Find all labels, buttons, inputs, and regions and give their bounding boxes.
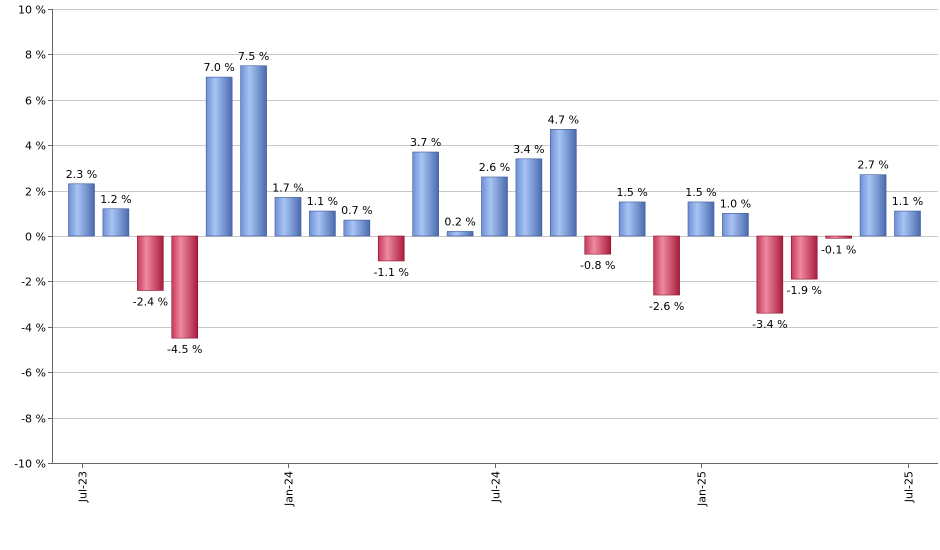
data-label: -4.5 % — [167, 343, 202, 356]
data-label: 7.5 % — [238, 50, 269, 63]
bar — [653, 235, 680, 296]
bar — [205, 76, 233, 237]
bar — [412, 151, 439, 237]
data-label: 2.3 % — [66, 168, 97, 181]
x-tick-label: Jul-24 — [490, 471, 503, 503]
y-tick-label: -8 % — [21, 413, 46, 426]
bar — [790, 235, 818, 280]
x-tick-label: Jan-24 — [283, 471, 296, 507]
data-label: -0.1 % — [821, 243, 856, 256]
data-label: 2.7 % — [857, 159, 888, 172]
y-tick-label: 4 % — [25, 140, 46, 153]
bar — [102, 208, 130, 237]
data-label: -2.4 % — [133, 295, 168, 308]
data-label: 1.1 % — [307, 195, 338, 208]
bar — [377, 235, 405, 262]
x-tick-label: Jul-25 — [903, 471, 916, 503]
bar — [515, 158, 543, 237]
bar — [687, 201, 715, 237]
bar — [240, 65, 267, 237]
data-label: 3.7 % — [410, 136, 441, 149]
bar — [481, 176, 508, 237]
y-tick-label: -2 % — [21, 276, 46, 289]
y-axis-tick-labels: 10 % 8 % 6 % 4 % 2 % 0 % -2 % -4 % -6 % -8 % -10 % — [14, 4, 46, 471]
y-tick-label: 8 % — [25, 49, 46, 62]
x-tick-label: Jul-23 — [77, 471, 90, 503]
bar — [343, 219, 371, 237]
bar — [859, 174, 887, 237]
bar — [584, 235, 612, 255]
y-tick-label: 2 % — [25, 186, 46, 199]
data-label: -1.9 % — [787, 284, 822, 297]
bar — [309, 210, 336, 237]
data-label: 4.7 % — [548, 113, 579, 126]
bar — [171, 235, 199, 339]
bar — [137, 235, 164, 291]
bar — [446, 231, 474, 237]
data-label: 1.0 % — [720, 197, 751, 210]
bar — [68, 183, 95, 237]
x-axis-tick-labels: Jul-23 Jan-24 Jul-24 Jan-25 Jul-25 — [77, 463, 916, 507]
y-tick-label: -10 % — [14, 458, 46, 471]
data-label: 0.2 % — [444, 215, 475, 228]
y-tick-label: -6 % — [21, 367, 46, 380]
bar — [756, 235, 784, 314]
bar — [722, 213, 749, 237]
data-label: 1.5 % — [616, 186, 647, 199]
data-labels: 2.3 %1.2 % -2.4 % -4.5 % 7.0 % 7.5 % 1.7 % 1.1… — [66, 50, 923, 356]
data-label: -2.6 % — [649, 300, 684, 313]
data-label: -3.4 % — [752, 318, 787, 331]
data-label: -0.8 % — [580, 259, 615, 272]
bar — [274, 197, 302, 237]
data-label: 1.7 % — [272, 181, 303, 194]
x-tick-label: Jan-25 — [696, 471, 709, 507]
data-label: 2.6 % — [479, 161, 510, 174]
data-label: 1.1 % — [892, 195, 923, 208]
bars — [68, 65, 921, 339]
y-tick-label: -4 % — [21, 322, 46, 335]
y-tick-label: 0 % — [25, 231, 46, 244]
y-tick-label: 6 % — [25, 95, 46, 108]
y-tick-label: 10 % — [18, 4, 46, 17]
data-label: 1.2 % — [100, 193, 131, 206]
bar — [894, 210, 921, 237]
data-label: 7.0 % — [203, 61, 234, 74]
bar — [825, 235, 852, 239]
data-label: -1.1 % — [374, 266, 409, 279]
bar — [550, 129, 577, 237]
data-label: 3.4 % — [513, 143, 544, 156]
data-label: 1.5 % — [685, 186, 716, 199]
data-label: 0.7 % — [341, 204, 372, 217]
bar — [618, 201, 646, 237]
